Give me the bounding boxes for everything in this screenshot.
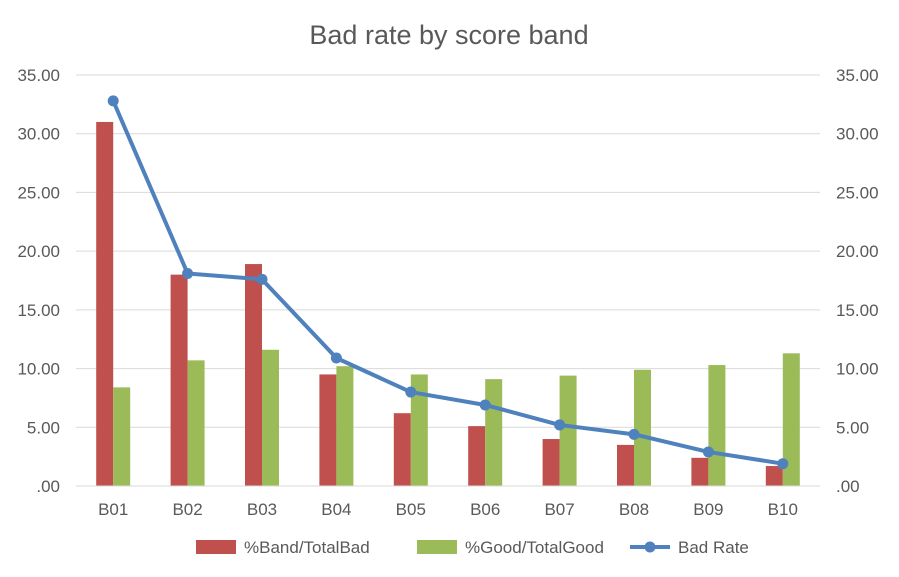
- y2-tick-label: 5.00: [836, 418, 869, 437]
- legend-swatch-band-totalbad: [196, 540, 236, 554]
- bar-good-totalgood: [782, 353, 800, 486]
- bar-band-totalbad: [96, 121, 114, 486]
- x-tick-label: B10: [768, 500, 798, 519]
- bar-good-totalgood: [410, 374, 428, 486]
- legend-marker-bad-rate: [644, 541, 656, 553]
- y-tick-label: 35.00: [17, 66, 60, 85]
- bad-rate-line: [107, 95, 789, 470]
- y2-tick-label: 10.00: [836, 360, 879, 379]
- bar-band-totalbad: [617, 444, 634, 486]
- y-tick-label: 25.00: [17, 183, 60, 202]
- bad-rate-point: [107, 95, 119, 107]
- x-tick-label: B04: [321, 500, 351, 519]
- bar-good-totalgood: [708, 365, 726, 486]
- bar-band-totalbad: [542, 439, 560, 486]
- legend-label-band-totalbad: %Band/TotalBad: [244, 538, 370, 557]
- y-tick-label: 10.00: [17, 360, 60, 379]
- bar-good-totalgood: [485, 379, 503, 486]
- bar-band-totalbad: [245, 264, 262, 486]
- bad-rate-point: [330, 352, 342, 364]
- legend-label-bad-rate: Bad Rate: [678, 538, 749, 557]
- bar-good-totalgood: [262, 349, 279, 486]
- x-tick-label: B07: [544, 500, 574, 519]
- y2-tick-label: 25.00: [836, 183, 879, 202]
- y-tick-label: 20.00: [17, 242, 60, 261]
- bar-band-totalbad: [765, 466, 783, 486]
- y2-tick-label: .00: [836, 477, 860, 496]
- y2-tick-label: 15.00: [836, 301, 879, 320]
- bad-rate-point: [554, 419, 566, 431]
- y2-tick-label: 30.00: [836, 125, 879, 144]
- x-tick-label: B08: [619, 500, 649, 519]
- bad-rate-point: [702, 446, 714, 458]
- y2-tick-label: 20.00: [836, 242, 879, 261]
- y-tick-label: 15.00: [17, 301, 60, 320]
- x-tick-label: B03: [247, 500, 277, 519]
- bar-band-totalbad: [393, 413, 411, 486]
- bad-rate-point: [405, 386, 417, 398]
- bars: [96, 121, 800, 486]
- bar-band-totalbad: [691, 457, 709, 486]
- x-tick-label: B06: [470, 500, 500, 519]
- bar-good-totalgood: [113, 387, 131, 486]
- legend: %Band/TotalBad %Good/TotalGood Bad Rate: [196, 538, 749, 557]
- bar-band-totalbad: [170, 274, 188, 486]
- x-tick-label: B01: [98, 500, 128, 519]
- chart-title: Bad rate by score band: [309, 20, 588, 50]
- bar-good-totalgood: [336, 366, 354, 486]
- bar-band-totalbad: [468, 426, 486, 486]
- bar-band-totalbad: [319, 374, 337, 486]
- bar-good-totalgood: [559, 375, 577, 486]
- y-tick-label: 30.00: [17, 125, 60, 144]
- x-tick-label: B09: [693, 500, 723, 519]
- x-tick-label: B02: [172, 500, 202, 519]
- bad-rate-point: [628, 428, 640, 440]
- bad-rate-point: [777, 458, 789, 470]
- legend-label-good-totalgood: %Good/TotalGood: [465, 538, 604, 557]
- y2-tick-label: 35.00: [836, 66, 879, 85]
- bad-rate-point: [182, 267, 194, 279]
- x-tick-label: B05: [396, 500, 426, 519]
- bar-good-totalgood: [187, 360, 205, 486]
- bad-rate-point: [256, 273, 268, 285]
- bad-rate-series-line: [111, 98, 785, 466]
- y-tick-label: .00: [36, 477, 60, 496]
- y-tick-label: 5.00: [27, 418, 60, 437]
- bar-good-totalgood: [634, 369, 651, 486]
- axes: .00 5.00 10.00 15.00 20.00 25.00 30.00 35.00 .00…: [17, 66, 878, 519]
- legend-swatch-good-totalgood: [417, 540, 457, 554]
- bad-rate-point: [479, 399, 491, 411]
